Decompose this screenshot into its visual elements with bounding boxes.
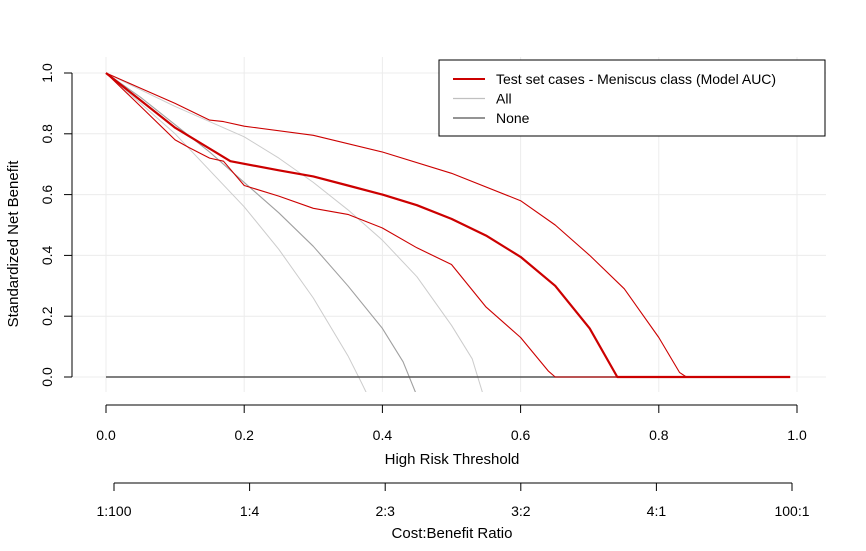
series-line-all xyxy=(105,72,416,392)
legend-box xyxy=(438,59,826,137)
y-tick-label-5: 1.0 xyxy=(39,63,55,83)
y-tick-label-0: 0.0 xyxy=(39,367,55,387)
x-tick-label-1: 0.2 xyxy=(234,427,254,443)
y-axis: Standardized Net Benefit 0.0 0.2 0.4 0.6 0.8… xyxy=(5,63,73,387)
legend-label-0: Test set cases - Meniscus class (Model A… xyxy=(496,71,776,87)
series-line-all-ci-lower xyxy=(105,72,367,392)
x-axis: High Risk Threshold 0.0 0.2 0.4 0.6 0.8 1.0 xyxy=(96,404,807,468)
cost-benefit-axis: Cost:Benefit Ratio 1:100 1:4 2:3 3:2 4:1 100:… xyxy=(96,482,810,542)
y-tick-label-3: 0.6 xyxy=(39,185,55,205)
series-lines xyxy=(105,72,791,392)
cost-benefit-tick-label-2: 2:3 xyxy=(375,503,395,519)
series-line-all-ci-upper xyxy=(105,72,483,392)
cost-benefit-axis-title: Cost:Benefit Ratio xyxy=(392,525,513,542)
x-tick-label-0: 0.0 xyxy=(96,427,116,443)
cost-benefit-tick-label-0: 1:100 xyxy=(96,503,131,519)
x-tick-label-5: 1.0 xyxy=(787,427,807,443)
legend-label-1: All xyxy=(496,91,512,107)
legend-label-2: None xyxy=(496,110,530,126)
x-tick-label-3: 0.6 xyxy=(511,427,531,443)
cost-benefit-tick-label-4: 4:1 xyxy=(647,503,667,519)
cost-benefit-tick-label-1: 1:4 xyxy=(240,503,260,519)
series-line-model xyxy=(105,72,791,379)
x-tick-label-2: 0.4 xyxy=(373,427,393,443)
y-axis-title: Standardized Net Benefit xyxy=(5,160,22,328)
y-tick-label-2: 0.4 xyxy=(39,245,55,265)
y-tick-label-1: 0.2 xyxy=(39,306,55,326)
cost-benefit-tick-label-5: 100:1 xyxy=(774,503,809,519)
x-axis-title: High Risk Threshold xyxy=(385,451,520,468)
y-tick-label-4: 0.8 xyxy=(39,124,55,144)
cost-benefit-tick-label-3: 3:2 xyxy=(511,503,531,519)
x-tick-label-4: 0.8 xyxy=(649,427,669,443)
legend: Test set cases - Meniscus class (Model A… xyxy=(438,59,826,137)
